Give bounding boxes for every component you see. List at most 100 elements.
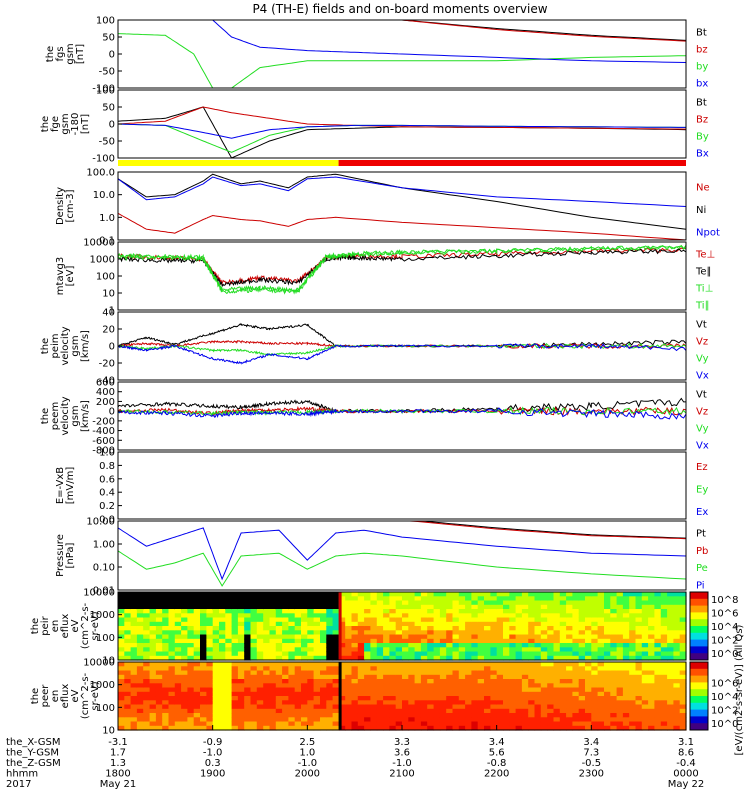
y-axis-label-line: fge: [50, 116, 61, 132]
spectrogram-cell: [496, 691, 504, 697]
spectrogram-cell: [174, 704, 182, 710]
spectrogram-cell: [635, 713, 643, 718]
spectrogram-cell: [357, 696, 365, 701]
spectrogram-cell: [641, 655, 649, 661]
spectrogram-cell: [673, 643, 681, 648]
spectrogram-cell: [667, 666, 674, 672]
spectrogram-cell: [326, 621, 334, 627]
spectrogram-cell: [622, 713, 630, 718]
spectrogram-cell: [357, 683, 365, 689]
spectrogram-cell: [244, 713, 252, 718]
spectrogram-cell: [622, 604, 630, 610]
spectrogram-cell: [395, 696, 403, 701]
spectrogram-cell: [673, 674, 681, 680]
spectrogram-cell: [136, 638, 144, 644]
spectrogram-cell: [521, 609, 529, 614]
colorbar-segment: [690, 632, 708, 641]
spectrogram-cell: [547, 621, 555, 627]
spectrogram-cell: [143, 604, 151, 610]
spectrogram-cell: [332, 647, 340, 653]
spectrogram-cell: [484, 638, 491, 644]
spectrogram-cell: [263, 655, 271, 661]
spectrogram-cell: [174, 626, 182, 631]
spectrogram-cell: [622, 651, 630, 657]
spectrogram-cell: [332, 596, 340, 602]
spectrogram-cell: [244, 674, 252, 680]
spectrogram-cell: [275, 700, 283, 706]
spectrogram-cell: [338, 609, 346, 614]
spectrogram-cell: [370, 613, 378, 619]
spectrogram-cell: [616, 630, 624, 636]
spectrogram-cell: [433, 691, 441, 697]
spectrogram-cell: [269, 621, 277, 627]
spectrogram-cell: [503, 721, 510, 727]
spectrogram-cell: [597, 691, 605, 697]
y-axis-label-peer: thepeerenefluxeV(cm^2-s-sr-eV): [30, 672, 101, 719]
spectrogram-cell: [515, 596, 523, 602]
spectrogram-cell: [471, 613, 479, 619]
spectrogram-cell: [496, 613, 504, 619]
spectrogram-cell: [641, 666, 649, 672]
y-tick-label: 10000: [83, 238, 115, 249]
spectrogram-cell: [591, 651, 599, 657]
spectrogram-cell: [635, 609, 643, 614]
spectrogram-cell: [496, 674, 504, 680]
spectrogram-cell: [231, 717, 239, 723]
spectrogram-cell: [604, 717, 611, 723]
spectrogram-cell: [256, 630, 264, 636]
spectrogram-cell: [477, 613, 485, 619]
spectrogram-cell: [383, 643, 390, 648]
spectrogram-cell: [591, 634, 599, 640]
spectrogram-cell: [660, 647, 668, 653]
spectrogram-cell: [439, 717, 447, 723]
y-axis-label-line: eV: [70, 689, 81, 702]
spectrogram-cell: [187, 592, 195, 597]
spectrogram-cell: [477, 670, 485, 676]
spectrogram-cell: [136, 647, 144, 653]
spectrogram-cell: [503, 713, 510, 718]
spectrogram-cell: [288, 700, 296, 706]
spectrogram-cell: [370, 670, 378, 676]
x-row-value: -0.9: [203, 737, 223, 748]
spectrogram-cell: [477, 662, 485, 667]
spectrogram-cell: [622, 600, 630, 606]
spectrogram-cell: [515, 621, 523, 627]
spectrogram-cell: [256, 604, 264, 610]
spectrogram-cell: [679, 691, 687, 697]
spectrogram-cell: [193, 696, 201, 701]
spectrogram-cell: [585, 613, 592, 619]
x-row-value: 1.7: [110, 748, 126, 759]
x-row-value: 1800: [105, 769, 130, 780]
spectrogram-cell: [490, 592, 498, 597]
spectrogram-cell: [168, 638, 176, 644]
spectrogram-cell: [364, 596, 371, 602]
spectrogram-cell: [465, 651, 472, 657]
spectrogram-cell: [250, 609, 258, 614]
spectrogram-cell: [162, 596, 170, 602]
spectrogram-cell: [124, 630, 132, 636]
spectrogram-cell: [408, 643, 416, 648]
spectrogram-cell: [231, 670, 239, 676]
spectrogram-cell: [553, 662, 561, 667]
spectrogram-cell: [124, 708, 132, 714]
spectrogram-cell: [389, 651, 397, 657]
spectrogram-cell: [604, 683, 611, 689]
spectrogram-cell: [439, 721, 447, 727]
spectrogram-cell: [225, 592, 233, 597]
spectrogram-cell: [465, 696, 472, 701]
spectrogram-cell: [206, 713, 214, 718]
spectrogram-cell: [591, 662, 599, 667]
spectrogram-cell: [250, 683, 258, 689]
y-axis-label-line: Density: [55, 187, 66, 225]
spectrogram-cell: [244, 717, 252, 723]
spectrogram-cell: [376, 638, 384, 644]
spectrogram-cell: [578, 596, 586, 602]
spectrogram-cell: [420, 725, 428, 731]
spectrogram-cell: [446, 592, 454, 597]
y-tick-label: 0: [109, 120, 115, 131]
spectrogram-cell: [326, 721, 334, 727]
spectrogram-cell: [547, 655, 555, 661]
spectrogram-cell: [155, 700, 163, 706]
spectrogram-cell: [301, 638, 308, 644]
spectrogram-cell: [667, 626, 674, 631]
